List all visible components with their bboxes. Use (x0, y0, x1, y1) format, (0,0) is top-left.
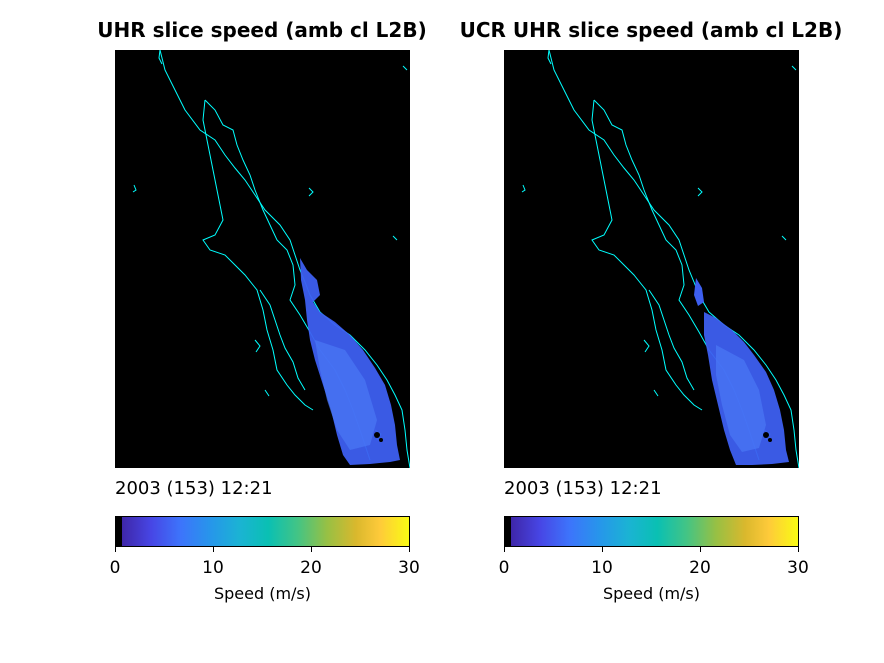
right-colorbar-tick-label: 10 (591, 558, 613, 578)
left-colorbar-tick-label: 30 (398, 558, 420, 578)
wind-swath-fragment (694, 278, 704, 306)
right-colorbar-tick (504, 546, 505, 552)
right-colorbar-tick-label: 0 (498, 558, 510, 578)
coastline-inner (648, 289, 695, 391)
left-map-image (115, 50, 410, 468)
right-colorbar-tick (602, 546, 603, 552)
right-panel: UCR UHR slice speed (amb cl L2B) 2003 (1… (0, 0, 843, 663)
coastline-mainland (159, 50, 410, 468)
left-colorbar-tick-label: 20 (300, 558, 322, 578)
coastline-mainland (548, 50, 799, 468)
coastline-peninsula-west (202, 99, 314, 411)
left-colorbar-tick (213, 546, 214, 552)
right-map (504, 50, 799, 468)
left-colorbar-tick-label: 10 (202, 558, 224, 578)
coastline-inner (259, 289, 306, 391)
left-colorbar-tick (311, 546, 312, 552)
right-colorbar-tick-label: 30 (787, 558, 809, 578)
left-colorbar-label: Speed (m/s) (213, 584, 312, 603)
left-colorbar-tick (115, 546, 116, 552)
left-colorbar-tick (409, 546, 410, 552)
left-colorbar-tick-label: 0 (109, 558, 121, 578)
left-timestamp: 2003 (153) 12:21 (115, 478, 273, 499)
right-colorbar-tick-label: 20 (689, 558, 711, 578)
right-colorbar (504, 516, 799, 547)
left-colorbar (115, 516, 410, 547)
left-map (115, 50, 410, 468)
right-timestamp: 2003 (153) 12:21 (504, 478, 662, 499)
right-colorbar-tick (798, 546, 799, 552)
right-colorbar-tick (700, 546, 701, 552)
right-panel-title: UCR UHR slice speed (amb cl L2B) (459, 18, 843, 42)
right-map-image (504, 50, 799, 468)
right-colorbar-label: Speed (m/s) (602, 584, 701, 603)
left-panel-title: UHR slice speed (amb cl L2B) (97, 18, 427, 42)
left-panel: UHR slice speed (amb cl L2B) 2003 (153) … (0, 0, 426, 663)
coastline-peninsula-west (591, 99, 703, 411)
